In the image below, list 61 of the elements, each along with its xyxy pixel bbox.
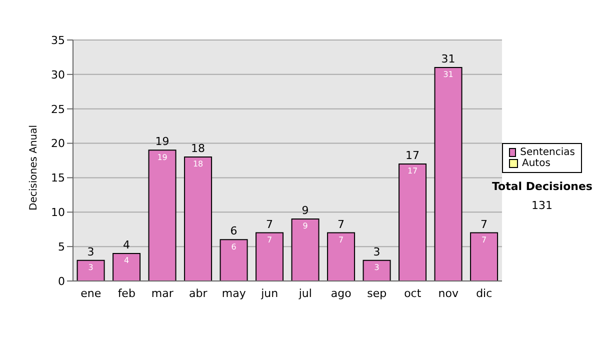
x-tick-label: jun bbox=[260, 286, 278, 300]
data-label: 3 bbox=[374, 263, 380, 272]
bar bbox=[184, 156, 212, 281]
x-tick-label: abr bbox=[189, 286, 208, 300]
data-label: 7 bbox=[481, 235, 487, 244]
y-tick-label: 25 bbox=[51, 102, 65, 116]
bar bbox=[76, 260, 105, 281]
data-label: 17 bbox=[407, 166, 418, 176]
x-tick-label: nov bbox=[438, 286, 459, 300]
annotation: Total Decisiones bbox=[492, 180, 592, 193]
data-label: 4 bbox=[124, 256, 130, 266]
bar bbox=[470, 232, 498, 281]
x-tick-label: ago bbox=[330, 286, 352, 300]
y-tick-label: 35 bbox=[51, 34, 65, 47]
data-label: 3 bbox=[88, 263, 94, 272]
y-tick-label: 5 bbox=[58, 240, 65, 254]
total-label: 7 bbox=[266, 218, 274, 231]
bar bbox=[327, 232, 356, 281]
x-tick-label: may bbox=[222, 286, 246, 300]
total-label: 3 bbox=[373, 245, 380, 258]
legend-label: Autos bbox=[522, 158, 550, 169]
bar bbox=[434, 67, 462, 281]
x-tick-label: ene bbox=[80, 286, 102, 300]
bar bbox=[148, 150, 176, 281]
text: 131 bbox=[530, 199, 554, 212]
data-label: 9 bbox=[302, 222, 308, 231]
total-label: 7 bbox=[480, 218, 488, 231]
total-label: 31 bbox=[441, 52, 456, 66]
data-label: 19 bbox=[157, 152, 168, 162]
total-label: 9 bbox=[302, 204, 309, 218]
data-label: 18 bbox=[192, 160, 204, 169]
x-tick-label: sep bbox=[367, 286, 387, 300]
data-label: 7 bbox=[338, 235, 344, 244]
data-label: 7 bbox=[266, 235, 272, 244]
total-label: 18 bbox=[191, 142, 206, 156]
total-label: 3 bbox=[87, 245, 94, 258]
x-tick-label: oct bbox=[404, 286, 422, 300]
total-label: 7 bbox=[338, 218, 345, 231]
bar bbox=[220, 239, 248, 281]
x-tick-label: dic bbox=[476, 286, 492, 300]
y-tick-label: 20 bbox=[51, 137, 65, 150]
y-tick-label: 15 bbox=[51, 172, 65, 185]
y-tick-label: 10 bbox=[51, 206, 65, 220]
x-tick-label: jul bbox=[298, 286, 312, 300]
data-label: 31 bbox=[443, 70, 454, 80]
x-tick-label: feb bbox=[118, 286, 136, 300]
bar bbox=[398, 163, 427, 281]
y-axis-title: Decisiones Anual bbox=[28, 124, 40, 210]
x-tick-label: mar bbox=[151, 286, 174, 300]
legend-label: Sentencias bbox=[520, 147, 575, 158]
total-label: 17 bbox=[406, 148, 420, 162]
total-label: 19 bbox=[155, 135, 170, 148]
y-tick-label: 0 bbox=[58, 274, 65, 288]
data-label: 6 bbox=[231, 242, 236, 252]
total-label: 6 bbox=[230, 224, 238, 238]
bar bbox=[291, 218, 320, 281]
bar bbox=[256, 232, 284, 281]
total-label: 4 bbox=[123, 238, 130, 252]
y-tick-label: 30 bbox=[51, 68, 65, 82]
bar bbox=[362, 260, 391, 281]
bar bbox=[112, 252, 141, 281]
